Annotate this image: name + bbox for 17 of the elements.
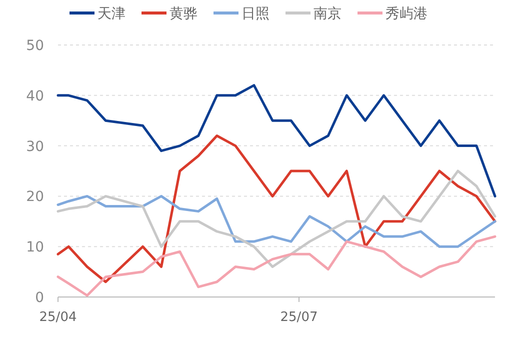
y-tick-label: 0 <box>35 290 44 306</box>
legend-label: 日照 <box>242 6 270 22</box>
line-series <box>56 84 496 198</box>
line-series <box>56 134 496 284</box>
y-tick-label: 20 <box>26 189 44 206</box>
x-tick-label: 25/07 <box>280 310 318 325</box>
y-tick-label: 40 <box>26 88 44 104</box>
legend-label: 黄骅 <box>170 6 198 22</box>
legend-label: 天津 <box>98 6 126 22</box>
y-tick-label: 30 <box>26 138 44 155</box>
y-tick-label: 10 <box>26 240 44 256</box>
line-series <box>56 170 496 268</box>
line-series <box>56 194 496 248</box>
x-tick-label: 25/04 <box>39 310 77 325</box>
legend-label: 南京 <box>314 6 342 22</box>
y-tick-label: 50 <box>26 38 44 54</box>
legend-label: 秀屿港 <box>386 6 428 22</box>
